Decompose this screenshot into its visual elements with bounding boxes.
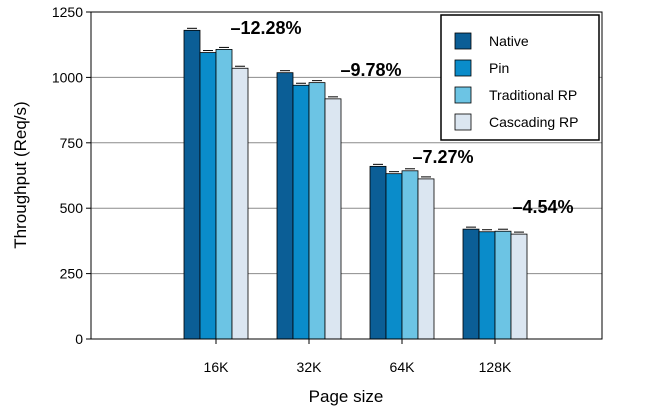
bar: [292, 84, 310, 340]
bar: [385, 173, 403, 340]
reduction-annotation: –9.78%: [340, 60, 401, 80]
reduction-annotation: –12.28%: [230, 18, 301, 38]
reduction-annotation: –7.27%: [412, 147, 473, 167]
x-tick-label: 32K: [297, 359, 323, 375]
y-tick-label: 1000: [52, 69, 83, 85]
y-tick-label: 250: [60, 266, 84, 282]
y-tick-label: 0: [75, 331, 83, 347]
legend-label: Pin: [489, 60, 509, 76]
x-tick-label: 64K: [390, 359, 416, 375]
bar: [183, 29, 201, 340]
bar: [231, 67, 249, 340]
legend: Native Pin Traditional RP Cascading RP: [440, 14, 600, 141]
y-axis-ticks: 0 250 500 750 1000 1250: [52, 4, 91, 347]
bar: [199, 52, 217, 340]
legend-label: Native: [489, 33, 529, 49]
bar: [417, 178, 435, 340]
bar: [401, 170, 419, 340]
x-axis-ticks: 16K 32K 64K 128K: [204, 339, 512, 375]
legend-label: Traditional RP: [489, 87, 577, 103]
bar: [478, 231, 496, 340]
legend-swatch: [454, 86, 472, 104]
annotations: –12.28% –9.78% –7.27% –4.54%: [230, 18, 573, 217]
y-axis-label: Throughput (Req/s): [11, 101, 30, 248]
y-tick-label: 750: [60, 135, 84, 151]
x-tick-label: 128K: [479, 359, 512, 375]
bar: [215, 49, 233, 340]
y-tick-label: 500: [60, 200, 84, 216]
bar: [369, 165, 387, 340]
legend-swatch: [454, 59, 472, 77]
bar: [494, 230, 512, 340]
bar: [308, 82, 326, 340]
legend-swatch: [454, 32, 472, 50]
x-axis-label: Page size: [309, 387, 384, 406]
bar: [462, 228, 480, 340]
bar: [324, 98, 342, 340]
x-tick-label: 16K: [204, 359, 230, 375]
y-tick-label: 1250: [52, 4, 83, 20]
bars: [183, 27, 528, 340]
legend-label: Cascading RP: [489, 114, 579, 130]
reduction-annotation: –4.54%: [512, 197, 573, 217]
bar: [276, 72, 294, 340]
legend-swatch: [454, 113, 472, 131]
bar: [510, 233, 528, 340]
plot-frame: [90, 11, 603, 340]
